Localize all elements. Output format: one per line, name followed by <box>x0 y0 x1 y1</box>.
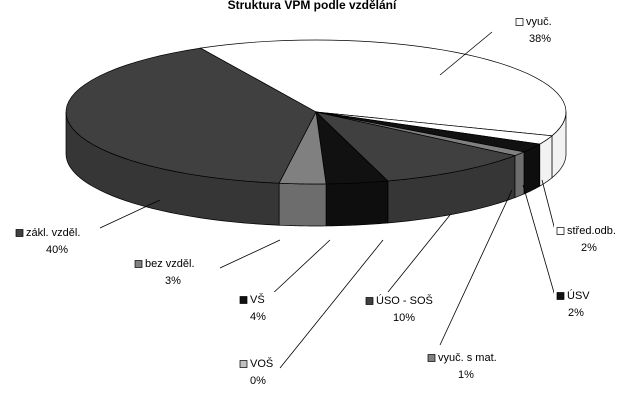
slice-side <box>325 180 389 227</box>
legend-key <box>515 18 524 26</box>
slice-name: ÚSO - SOŠ <box>376 294 433 307</box>
leader-line <box>279 239 384 369</box>
label-box <box>554 223 622 257</box>
leader-line <box>439 189 513 346</box>
slice <box>314 111 517 182</box>
slice-value: 2% <box>581 242 597 254</box>
slice-name: vyuč. s mat. <box>438 352 497 364</box>
slice <box>315 111 541 153</box>
leader-line <box>269 239 331 297</box>
slice-name: vyuč. <box>526 16 552 28</box>
slice-side <box>514 151 525 199</box>
slice-side <box>523 143 541 195</box>
label-box <box>13 225 99 259</box>
leader-line <box>219 239 281 269</box>
slice-name: VOŠ <box>250 357 273 370</box>
slice-side <box>278 182 327 227</box>
slice-value: 2% <box>568 307 584 319</box>
legend-key <box>556 292 565 300</box>
legend-key <box>239 296 248 304</box>
slice <box>278 110 327 185</box>
label-box <box>363 293 443 327</box>
slice <box>315 111 526 156</box>
legend-key <box>556 227 565 235</box>
legend-key <box>15 229 24 237</box>
slice-name: bez vzděl. <box>145 258 195 270</box>
legend-key <box>134 260 143 268</box>
slice-value: 1% <box>458 369 474 381</box>
slice-name: VŠ <box>250 293 265 306</box>
slice-value: 0% <box>250 375 266 387</box>
leader-line <box>387 214 451 293</box>
slice-value: 38% <box>529 33 551 45</box>
label-box <box>132 256 212 290</box>
slice <box>65 47 317 184</box>
legend-key <box>427 354 436 362</box>
legend-key <box>365 297 374 305</box>
leader-line <box>99 199 161 229</box>
leader-line <box>439 31 493 76</box>
slice <box>199 39 567 137</box>
slice-name: ÚSV <box>567 289 590 302</box>
slice <box>315 111 389 185</box>
slice-value: 4% <box>250 311 266 323</box>
slice-name: střed.odb. <box>567 225 616 237</box>
slice-value: 40% <box>46 244 68 256</box>
slice <box>315 111 553 145</box>
label-box <box>425 350 505 384</box>
slice-value: 10% <box>393 312 415 324</box>
slice-name: zákl. vzděl. <box>26 227 80 239</box>
leader-line <box>522 184 558 304</box>
slice-value: 3% <box>165 275 181 287</box>
chart-title: Struktura VPM podle vzdělání <box>228 0 397 12</box>
legend-key <box>239 360 248 368</box>
